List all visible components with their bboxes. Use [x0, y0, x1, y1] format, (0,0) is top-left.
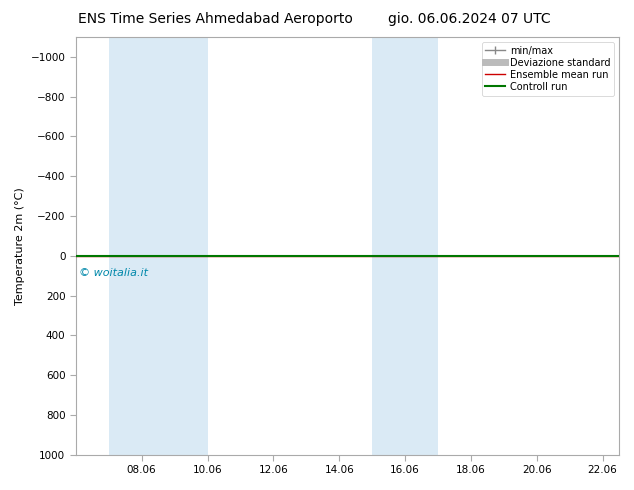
Bar	[372, 37, 438, 455]
Text: © woitalia.it: © woitalia.it	[79, 268, 148, 278]
Bar	[109, 37, 207, 455]
Y-axis label: Temperature 2m (°C): Temperature 2m (°C)	[15, 187, 25, 305]
Text: ENS Time Series Ahmedabad Aeroporto: ENS Time Series Ahmedabad Aeroporto	[78, 12, 353, 26]
Legend: min/max, Deviazione standard, Ensemble mean run, Controll run: min/max, Deviazione standard, Ensemble m…	[482, 42, 614, 96]
Text: gio. 06.06.2024 07 UTC: gio. 06.06.2024 07 UTC	[388, 12, 550, 26]
